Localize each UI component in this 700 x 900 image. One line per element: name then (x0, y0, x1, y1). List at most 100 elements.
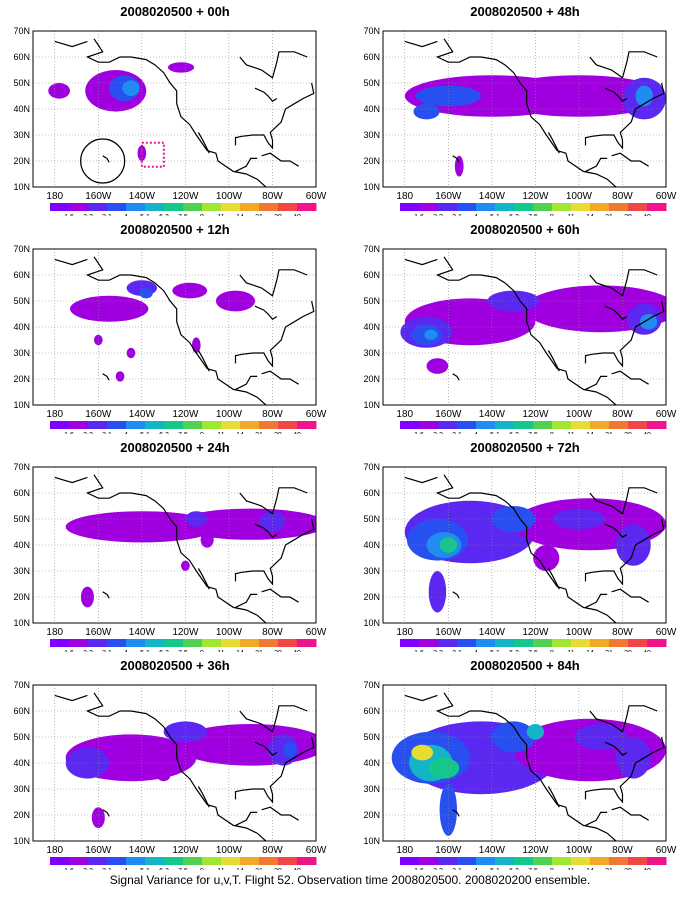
lat-label: 30N (13, 130, 30, 140)
colorbar-label: 9 (550, 650, 554, 652)
lon-label: 100W (216, 409, 243, 420)
colorbar-label: 2.2 (433, 432, 443, 434)
colorbar-label: 4 (474, 432, 478, 434)
colorbar-swatch (400, 421, 420, 429)
colorbar-swatch (647, 639, 667, 647)
coastline (547, 350, 560, 372)
colorbar-swatch (183, 421, 203, 429)
colorbar-label: 6.3 (159, 868, 169, 870)
lon-label: 120W (522, 409, 549, 420)
colorbar-label: 21 (605, 214, 613, 216)
colorbar-swatch (221, 203, 241, 211)
colorbar-swatch (571, 203, 591, 211)
colorbar-swatch (609, 857, 629, 865)
signal-contour (70, 295, 149, 322)
panel-title: 2008020500 + 00h (120, 4, 230, 19)
colorbar-label: 6.3 (509, 214, 519, 216)
coastline (435, 38, 617, 187)
coastline (589, 51, 658, 79)
colorbar-label: 7.5 (528, 868, 538, 870)
lat-label: 70N (363, 244, 380, 254)
lon-label: 80W (262, 191, 283, 202)
colorbar-swatch (88, 421, 108, 429)
lat-label: 50N (363, 514, 380, 524)
lat-label: 20N (363, 592, 380, 602)
lon-label: 60W (306, 191, 327, 202)
lat-label: 40N (13, 104, 30, 114)
colorbar-swatch (164, 639, 184, 647)
signal-contour (191, 337, 201, 353)
signal-contour (526, 724, 545, 740)
lat-label: 40N (363, 104, 380, 114)
colorbar-label: 40 (643, 214, 651, 216)
coastline (254, 741, 278, 756)
colorbar-swatch (533, 639, 553, 647)
colorbar-label: 2.2 (433, 214, 443, 216)
colorbar-label: 1.6 (64, 214, 74, 216)
colorbar-swatch (240, 203, 260, 211)
colorbar-swatch (126, 857, 146, 865)
lon-label: 100W (216, 845, 243, 856)
lon-label: 80W (612, 845, 633, 856)
lon-label: 60W (656, 627, 677, 638)
lon-label: 160W (435, 627, 462, 638)
colorbar-label: 6.3 (159, 214, 169, 216)
map-figure: 70N 60N 50N 40N 30N 20N 10N 180 160W 140W 120W 100W… (13, 26, 327, 216)
colorbar-swatch (571, 639, 591, 647)
colorbar-label: 40 (643, 650, 651, 652)
lon-label: 160W (435, 845, 462, 856)
lat-label: 50N (363, 78, 380, 88)
lon-label: 60W (306, 627, 327, 638)
lat-label: 50N (13, 732, 30, 742)
colorbar-swatch (533, 203, 553, 211)
coastline (254, 523, 278, 538)
map-panel: 70N 60N 50N 40N 30N 20N 10N 180 160W 140W 120W 100W… (0, 436, 350, 652)
map-figure: 70N 60N 50N 40N 30N 20N 10N 180 160W 140W 120W 100W… (363, 26, 676, 216)
colorbar-label: 9 (550, 868, 554, 870)
map-figure: 70N 60N 50N 40N 30N 20N 10N 180 160W 140W 120W 100W… (363, 462, 677, 652)
coastline (604, 87, 628, 102)
signal-contour (48, 83, 71, 99)
map-panel: 70N 60N 50N 40N 30N 20N 10N 180 160W 140W 120W 100W… (0, 218, 350, 434)
colorbar-label: 4 (474, 214, 478, 216)
coastline (585, 157, 608, 172)
colorbar-swatch (647, 421, 667, 429)
colorbar-swatch (107, 639, 127, 647)
colorbar-label: 7.5 (178, 868, 188, 870)
coastline (604, 523, 628, 538)
colorbar-swatch (514, 203, 534, 211)
lon-label: 80W (612, 627, 633, 638)
colorbar-label: 14 (586, 432, 594, 434)
colorbar-label: 5.1 (490, 432, 500, 434)
coastline (54, 40, 88, 48)
colorbar-swatch (50, 421, 70, 429)
colorbar-swatch (457, 203, 477, 211)
coastline (85, 256, 267, 405)
colorbar-swatch (552, 857, 572, 865)
panel-title: 2008020500 + 12h (120, 222, 230, 237)
colorbar-swatch (297, 857, 317, 865)
colorbar-label: 2.2 (83, 650, 93, 652)
colorbar-swatch (571, 857, 591, 865)
colorbar-label: 4 (124, 214, 128, 216)
lat-label: 30N (363, 566, 380, 576)
colorbar-label: 11 (217, 432, 224, 434)
colorbar-label: 3.1 (452, 868, 462, 870)
colorbar-label: 29 (624, 214, 632, 216)
colorbar-swatch (202, 203, 222, 211)
coastline (585, 375, 608, 390)
signal-contour (491, 721, 536, 753)
colorbar-label: 3.1 (452, 214, 462, 216)
colorbar-label: 40 (643, 432, 651, 434)
coastline (54, 476, 88, 484)
colorbar-label: 7.5 (178, 432, 188, 434)
map-figure: 70N 60N 50N 40N 30N 20N 10N 180 160W 140W 120W 100W… (13, 680, 326, 870)
coastline (452, 591, 460, 599)
coastline (547, 132, 560, 154)
lon-label: 100W (216, 191, 243, 202)
colorbar-label: 2.2 (433, 650, 443, 652)
figure-caption: Signal Variance for u,v,T. Flight 52. Ob… (109, 873, 591, 887)
colorbar-label: 14 (236, 868, 244, 870)
lat-label: 60N (13, 52, 30, 62)
coastline (239, 269, 308, 297)
